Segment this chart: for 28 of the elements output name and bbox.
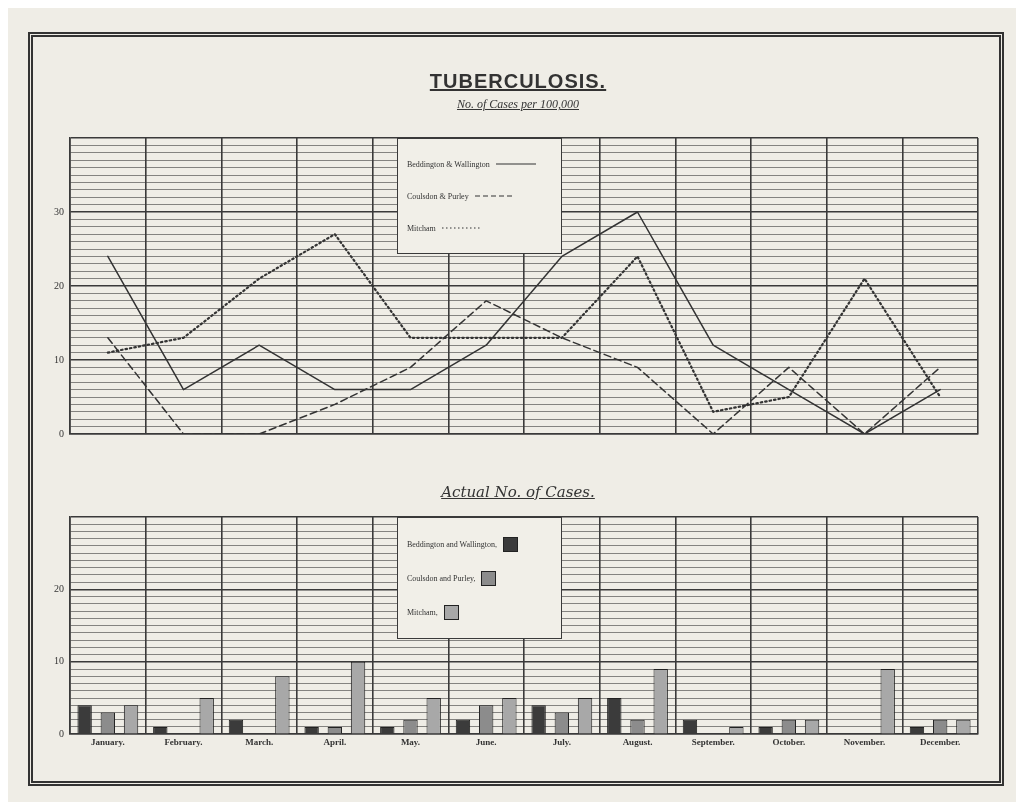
x-tick-label: March. <box>245 736 274 747</box>
y-tick-label: 0 <box>59 427 64 439</box>
legend-label: Beddington & Wallington <box>406 159 490 169</box>
y-tick-label: 20 <box>54 583 64 595</box>
chart-title: TUBERCULOSIS. <box>428 70 608 93</box>
legend-label: Beddington and Wallington, <box>406 539 497 549</box>
x-tick-label: June. <box>475 736 497 747</box>
chart-subtitle: No. of Cases per 100,000 <box>456 97 580 112</box>
x-tick-label: February. <box>164 736 203 747</box>
x-tick-label: August. <box>622 736 653 747</box>
y-tick-label: 10 <box>54 353 64 365</box>
y-tick-label: 0 <box>59 727 64 739</box>
legend-label: Mitcham <box>406 223 436 233</box>
legend-label: Coulsdon and Purley, <box>406 573 476 583</box>
x-tick-label: January. <box>90 736 125 747</box>
x-tick-label: May. <box>400 736 421 747</box>
x-tick-label: November. <box>843 736 886 747</box>
y-tick-label: 20 <box>54 279 64 291</box>
x-tick-label: September. <box>691 736 735 747</box>
chart-title: Actual No. of Cases. <box>439 483 596 501</box>
x-tick-label: December. <box>919 736 961 747</box>
x-tick-label: July. <box>552 736 571 747</box>
x-tick-label: April. <box>323 736 347 747</box>
x-tick-label: October. <box>772 736 806 747</box>
legend-label: Mitcham, <box>406 607 438 617</box>
y-tick-label: 10 <box>54 655 64 667</box>
y-tick-label: 30 <box>54 205 64 217</box>
legend-label: Coulsdon & Purley <box>406 191 469 201</box>
